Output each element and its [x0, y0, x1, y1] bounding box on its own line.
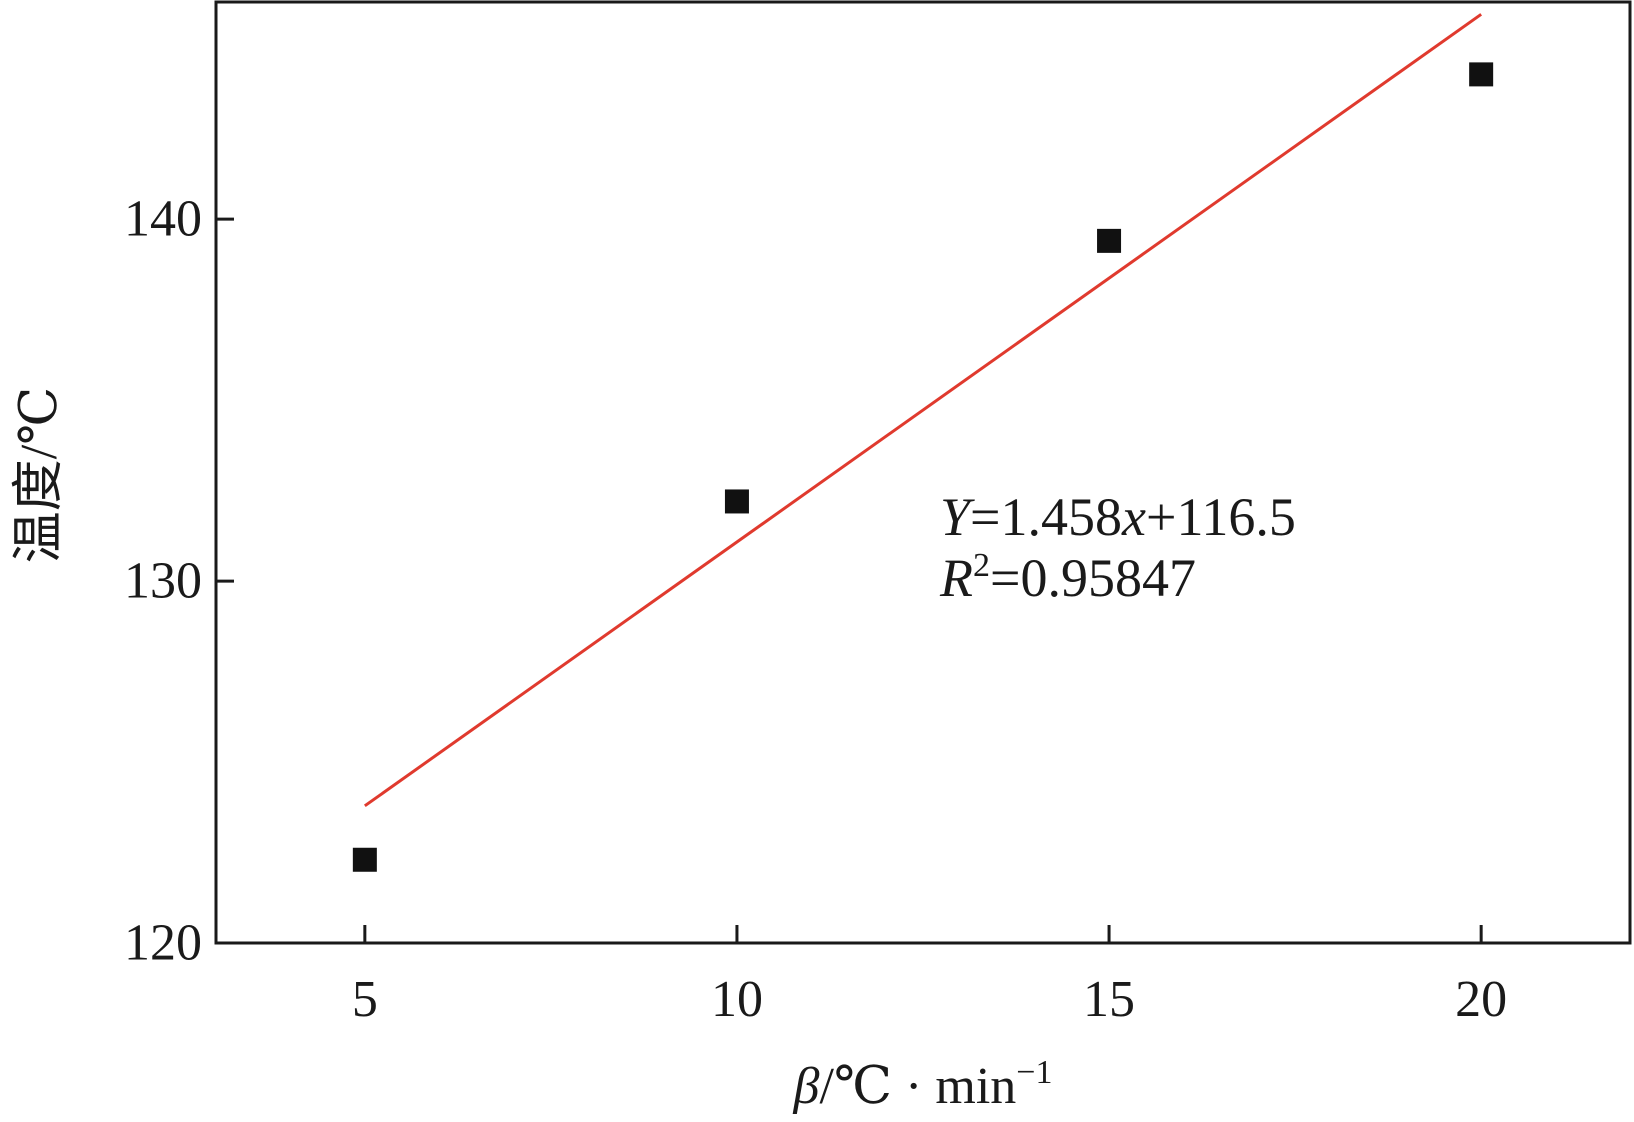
fit-line-layer [363, 13, 1483, 808]
data-point [1097, 228, 1122, 253]
x-axis-title: β/℃ · min−1 [793, 1054, 1053, 1115]
y-tick-label: 120 [124, 915, 202, 972]
data-point [724, 489, 749, 514]
fit-line [363, 13, 1483, 808]
data-points [352, 62, 1494, 872]
y-axis-ticks: 120 130 140 [124, 191, 234, 972]
r-squared-annotation: R2=0.95847 [939, 547, 1196, 608]
equation-annotation: Y=1.458x+116.5 [940, 487, 1296, 547]
data-point [1469, 62, 1494, 87]
x-tick-label: 15 [1083, 971, 1135, 1028]
y-tick-label: 130 [124, 553, 202, 610]
x-tick-label: 10 [711, 971, 763, 1028]
y-axis-title: 温度/℃ [11, 387, 68, 564]
plot-frame [214, 0, 1632, 945]
y-tick-label: 140 [124, 191, 202, 248]
data-point [352, 847, 377, 872]
x-tick-label: 20 [1455, 971, 1507, 1028]
x-axis-ticks: 5 10 15 20 [352, 925, 1507, 1028]
x-tick-label: 5 [352, 971, 378, 1028]
